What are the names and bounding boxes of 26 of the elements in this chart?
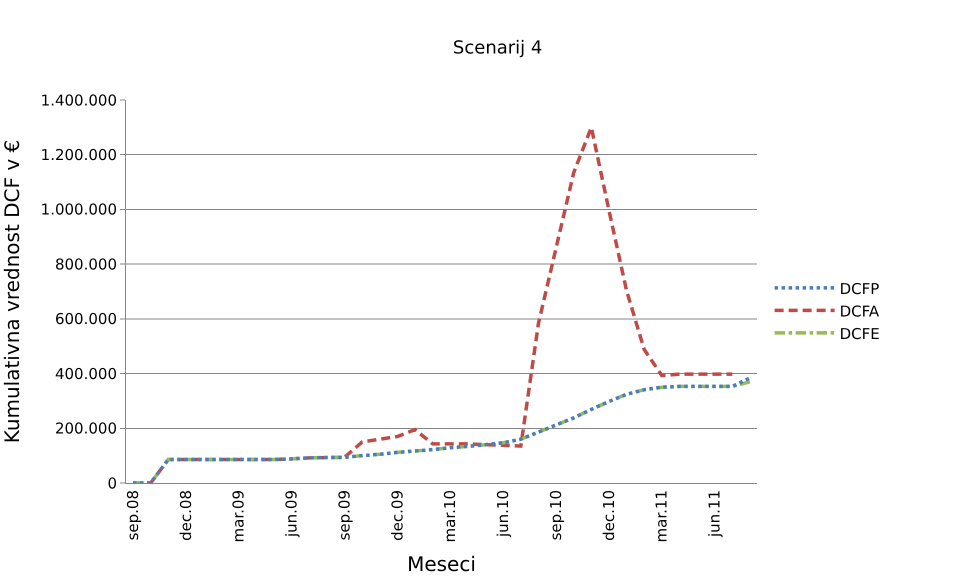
y-tick-label: 800.000 bbox=[54, 255, 117, 274]
y-tick-label: 1.000.000 bbox=[40, 200, 117, 219]
y-tick-label: 200.000 bbox=[54, 420, 117, 438]
x-tick-label: jun.10 bbox=[494, 490, 512, 538]
x-tick-label: sep.09 bbox=[335, 490, 354, 540]
legend-label: DCFE bbox=[840, 324, 880, 343]
x-tick-label: dec.09 bbox=[388, 490, 406, 541]
chart-title: Scenarij 4 bbox=[452, 37, 542, 58]
y-tick-label: 400.000 bbox=[54, 364, 117, 383]
x-tick-label: sep.10 bbox=[546, 490, 565, 540]
x-axis-title: Meseci bbox=[407, 552, 476, 576]
x-tick-label: sep.08 bbox=[124, 490, 142, 540]
y-tick-label: 1.400.000 bbox=[40, 91, 117, 110]
y-tick-label: 1.200.000 bbox=[40, 146, 117, 164]
x-tick-label: jun.09 bbox=[282, 490, 301, 538]
x-tick-label: mar.10 bbox=[441, 490, 460, 542]
x-tick-label: jun.11 bbox=[706, 490, 724, 538]
x-tick-label: mar.11 bbox=[652, 490, 671, 542]
x-tick-label: mar.09 bbox=[230, 490, 248, 542]
y-tick-label: 0 bbox=[107, 474, 117, 492]
y-axis-title: Kumulativna vrednost DCF v € bbox=[0, 140, 24, 444]
legend-label: DCFA bbox=[840, 302, 880, 320]
legend-label: DCFP bbox=[840, 280, 880, 298]
x-tick-label: dec.10 bbox=[600, 490, 618, 541]
x-tick-label: dec.08 bbox=[176, 490, 195, 541]
y-tick-label: 600.000 bbox=[54, 310, 117, 328]
